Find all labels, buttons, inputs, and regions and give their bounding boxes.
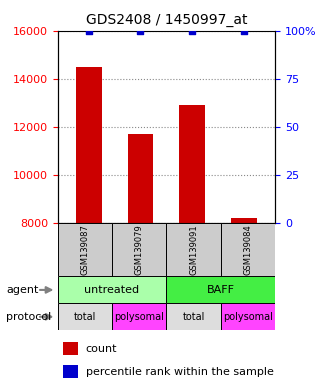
Text: percentile rank within the sample: percentile rank within the sample <box>86 366 274 377</box>
Text: BAFF: BAFF <box>207 285 235 295</box>
Bar <box>58 303 112 330</box>
Bar <box>58 223 112 276</box>
Bar <box>128 134 154 223</box>
Bar <box>221 223 275 276</box>
Text: protocol: protocol <box>6 312 52 322</box>
Bar <box>58 276 166 303</box>
Text: GSM139079: GSM139079 <box>135 224 144 275</box>
Text: total: total <box>182 312 205 322</box>
Text: untreated: untreated <box>84 285 140 295</box>
Point <box>86 28 91 34</box>
Bar <box>112 303 166 330</box>
Text: polysomal: polysomal <box>223 312 273 322</box>
Bar <box>231 218 257 223</box>
Bar <box>166 276 275 303</box>
Text: polysomal: polysomal <box>114 312 164 322</box>
Bar <box>63 342 78 355</box>
Point <box>242 28 247 34</box>
Bar <box>63 365 78 378</box>
Bar <box>76 67 102 223</box>
Bar <box>166 223 221 276</box>
Text: GSM139091: GSM139091 <box>189 224 198 275</box>
Point <box>138 28 143 34</box>
Bar <box>166 303 221 330</box>
Bar <box>179 105 205 223</box>
Text: GSM139087: GSM139087 <box>80 224 89 275</box>
Text: agent: agent <box>6 285 39 295</box>
Bar <box>112 223 166 276</box>
Bar <box>221 303 275 330</box>
Text: count: count <box>86 344 117 354</box>
Text: GDS2408 / 1450997_at: GDS2408 / 1450997_at <box>86 13 247 27</box>
Point <box>190 28 195 34</box>
Text: GSM139084: GSM139084 <box>244 224 252 275</box>
Text: total: total <box>74 312 96 322</box>
